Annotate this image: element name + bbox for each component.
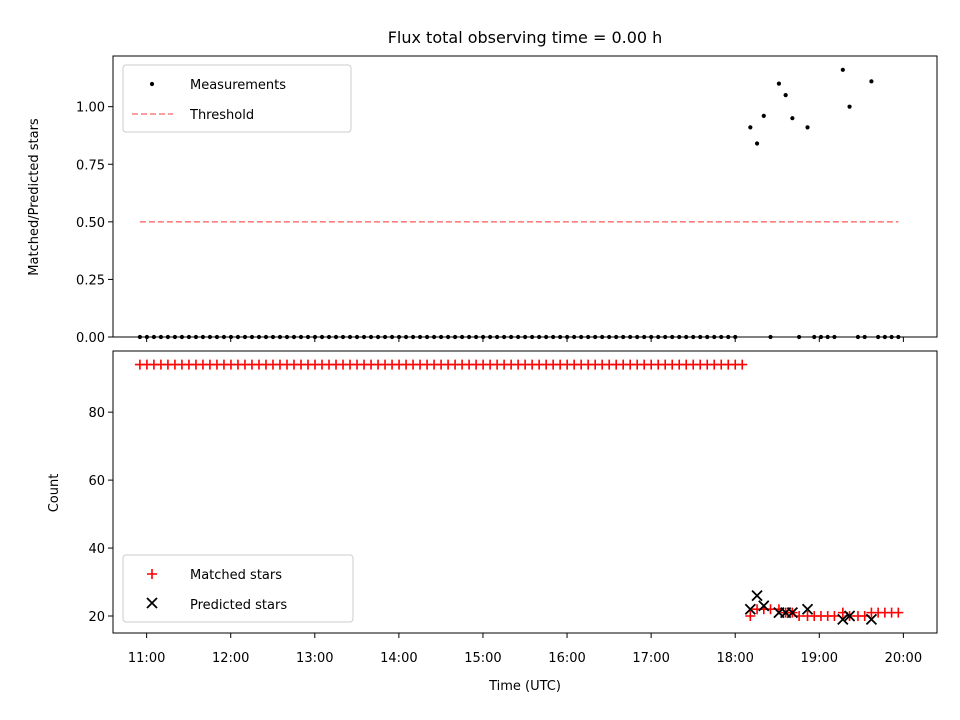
top-y-tick-label: 0.50 [76, 216, 105, 231]
measurement-point [761, 113, 766, 118]
predicted-stars-series [744, 589, 878, 626]
top-y-tick-label: 1.00 [76, 101, 105, 116]
predicted-star-point [837, 613, 849, 626]
bottom-y-tick-label: 40 [88, 542, 105, 557]
predicted-star-point [843, 610, 856, 622]
bottom-x-tick-label: 19:00 [801, 651, 838, 666]
legend-matched-label: Matched stars [190, 568, 282, 583]
matched-stars-series [134, 359, 904, 622]
predicted-star-point [751, 589, 763, 602]
measurement-point [776, 81, 782, 86]
top-y-axis-label: Matched/Predicted stars [27, 118, 42, 276]
predicted-star-point [801, 603, 814, 615]
top-plot-panel: Flux total observing time = 0.00 h Match… [27, 28, 938, 346]
bottom-x-tick-label: 11:00 [128, 651, 165, 666]
matched-star-point [893, 607, 904, 618]
bottom-plot-panel: Count Time (UTC) 20 40 60 80 11:00 12:00 13:0… [47, 350, 938, 694]
matched-star-point [737, 359, 748, 370]
matched-star-point [745, 611, 756, 622]
legend-measurements-label: Measurements [190, 78, 286, 93]
bottom-y-axis-ticks: 20 40 60 80 [88, 406, 113, 625]
bottom-x-tick-label: 17:00 [632, 651, 669, 666]
top-legend-box [122, 64, 352, 133]
legend-measurements-marker [149, 81, 155, 87]
bottom-x-tick-label: 18:00 [716, 651, 753, 666]
bottom-y-tick-label: 80 [88, 406, 105, 421]
legend-threshold-label: Threshold [189, 108, 254, 123]
measurement-point [869, 79, 874, 84]
predicted-star-point [744, 603, 756, 615]
bottom-legend-box [122, 554, 354, 623]
bottom-x-tick-label: 16:00 [548, 651, 585, 666]
top-y-tick-label: 0.00 [76, 331, 105, 346]
top-y-tick-label: 0.75 [76, 158, 105, 173]
measurement-point [847, 104, 852, 109]
top-legend: Measurements Threshold [122, 64, 352, 133]
bottom-x-tick-label: 20:00 [885, 651, 922, 666]
bottom-x-tick-label: 15:00 [464, 651, 501, 666]
bottom-plot-frame [112, 350, 938, 634]
measurement-point [840, 67, 845, 72]
top-y-tick-label: 0.25 [76, 273, 105, 288]
measurement-point [783, 93, 788, 98]
legend-predicted-label: Predicted stars [190, 598, 287, 613]
predicted-star-point [786, 606, 799, 619]
chart-title: Flux total observing time = 0.00 h [388, 28, 663, 47]
bottom-y-axis-label: Count [47, 474, 62, 513]
bottom-x-tick-label: 13:00 [296, 651, 333, 666]
matched-star-point [829, 611, 840, 622]
bottom-x-tick-label: 14:00 [380, 651, 417, 666]
bottom-y-tick-label: 60 [88, 474, 105, 489]
top-x-axis-ticks [146, 337, 904, 342]
predicted-star-point [865, 613, 878, 626]
measurement-point [790, 116, 795, 121]
legend-matched-marker [147, 569, 157, 579]
bottom-x-axis-ticks: 11:00 12:00 13:00 14:00 15:00 16:00 17:00 18:00… [128, 633, 922, 666]
legend-predicted-marker [146, 597, 158, 609]
bottom-x-tick-label: 12:00 [212, 651, 249, 666]
top-y-axis-ticks: 0.00 0.25 0.50 0.75 1.00 [76, 101, 113, 346]
x-axis-label: Time (UTC) [488, 679, 561, 694]
predicted-star-point [758, 600, 770, 612]
measurement-point [805, 125, 810, 130]
measurement-point [748, 125, 753, 130]
bottom-y-tick-label: 20 [88, 610, 105, 625]
measurement-point [754, 141, 760, 146]
bottom-legend: Matched stars Predicted stars [122, 554, 354, 623]
top-plot-frame [112, 55, 938, 338]
